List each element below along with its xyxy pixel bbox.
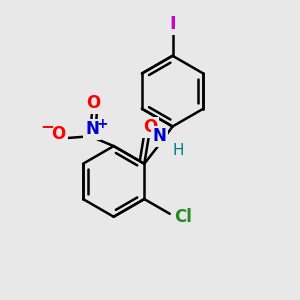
Text: −: − [40, 117, 54, 135]
Text: I: I [169, 15, 176, 33]
Text: H: H [172, 143, 184, 158]
Text: N: N [85, 120, 99, 138]
Text: O: O [86, 94, 100, 112]
Text: +: + [96, 118, 108, 131]
Text: O: O [52, 125, 66, 143]
Text: Cl: Cl [174, 208, 191, 226]
Text: O: O [143, 118, 157, 136]
Text: N: N [152, 127, 166, 145]
